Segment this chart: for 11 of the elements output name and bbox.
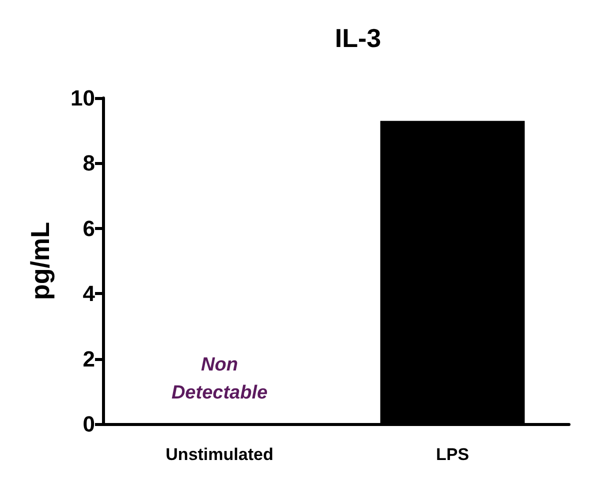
- y-tick-label: 0: [82, 412, 95, 436]
- annotation: Non Detectable: [171, 354, 268, 404]
- y-tick-label: 10: [70, 86, 95, 110]
- x-tick-label: LPS: [436, 445, 470, 464]
- chart-title: IL-3: [334, 23, 382, 53]
- x-tick-label: Unstimulated: [166, 445, 274, 464]
- y-tick-label: 8: [82, 150, 95, 176]
- y-axis-title: pg/mL: [25, 222, 55, 300]
- y-tick-label: 4: [82, 281, 96, 306]
- y-tick-label: 2: [82, 346, 95, 372]
- y-tick-label: 6: [82, 216, 95, 241]
